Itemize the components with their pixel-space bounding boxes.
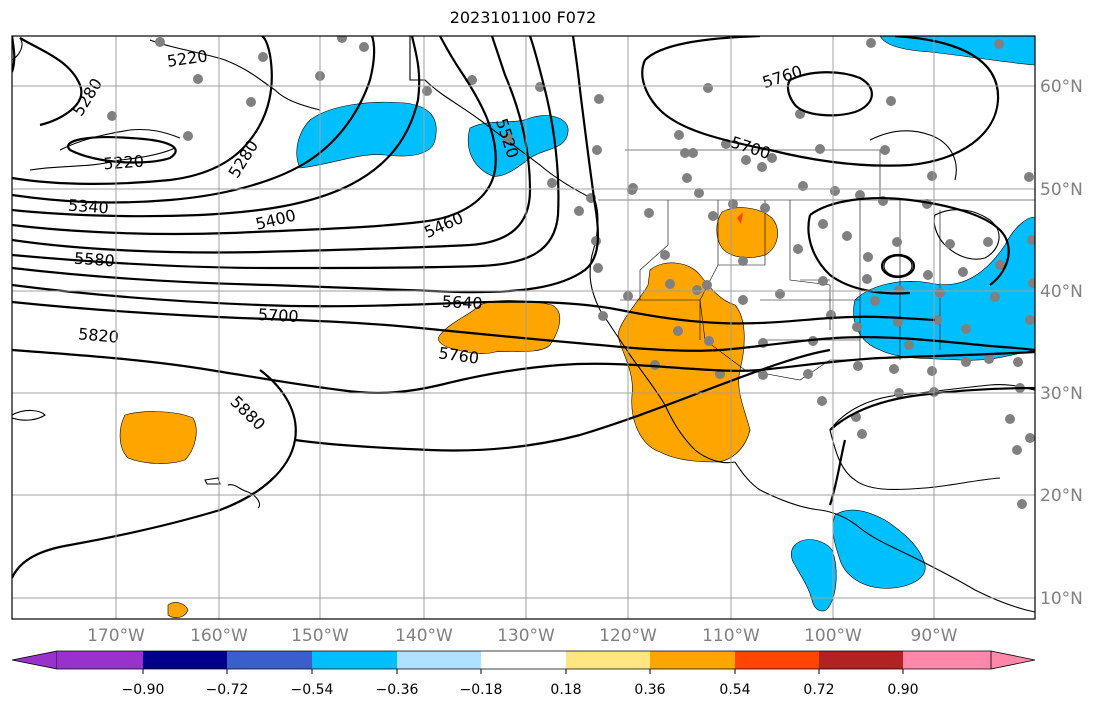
lon-tick-label: 90°W	[911, 626, 958, 646]
colorbar-segment	[312, 651, 397, 669]
colorbar-segment	[397, 651, 481, 669]
contour-label: 5580	[73, 249, 115, 271]
colorbar-tick-label: 0.90	[887, 682, 918, 698]
height-contours	[12, 36, 1035, 579]
colorbar-tick-label: −0.54	[291, 682, 334, 698]
map-frame	[11, 35, 1036, 620]
colorbar-extend-min	[11, 650, 58, 670]
colorbar-tick-label: −0.90	[122, 682, 165, 698]
lat-tick-label: 40°N	[1040, 282, 1083, 302]
positive-shading-peak	[737, 212, 743, 224]
colorbar-segment	[57, 651, 143, 669]
colorbar-segment	[566, 651, 650, 669]
lon-tick-label: 170°W	[87, 626, 145, 646]
positive-shading	[119, 207, 778, 619]
lon-tick-label: 130°W	[497, 626, 555, 646]
lon-tick-label: 100°W	[804, 626, 862, 646]
lat-tick-label: 60°N	[1040, 77, 1083, 97]
lat-tick-label: 30°N	[1040, 384, 1083, 404]
colorbar-segment	[819, 651, 903, 669]
contour-label: 5640	[441, 292, 483, 313]
latitude-labels: 60°N 50°N 40°N 30°N 20°N 10°N	[1040, 77, 1083, 609]
contour-label: 5820	[77, 324, 119, 346]
graticule	[12, 36, 1035, 619]
longitude-labels: 170°W 160°W 150°W 140°W 130°W 120°W 110°…	[87, 626, 958, 646]
colorbar: −0.90 −0.72 −0.54 −0.36 −0.18 0.18 0.36 …	[11, 650, 1036, 698]
lon-tick-label: 110°W	[702, 626, 760, 646]
lon-tick-label: 120°W	[599, 626, 657, 646]
colorbar-tick-label: 0.54	[719, 682, 750, 698]
colorbar-segment	[227, 651, 312, 669]
lat-tick-label: 20°N	[1040, 486, 1083, 506]
colorbar-extend-max	[990, 650, 1036, 670]
lon-tick-label: 140°W	[395, 626, 453, 646]
colorbar-tick-label: 0.36	[634, 682, 665, 698]
colorbar-tick-label: −0.72	[206, 682, 249, 698]
map-title: 2023101100 F072	[449, 8, 597, 27]
lat-tick-label: 50°N	[1040, 180, 1083, 200]
colorbar-segment	[903, 651, 991, 669]
contour-label: 5220	[103, 152, 145, 174]
colorbar-tick-label: 0.72	[803, 682, 834, 698]
colorbar-segment	[143, 651, 227, 669]
colorbar-tick-label: 0.18	[550, 682, 581, 698]
lon-tick-label: 150°W	[291, 626, 349, 646]
colorbar-tick-label: −0.36	[376, 682, 419, 698]
lon-tick-label: 160°W	[190, 626, 248, 646]
colorbar-segment	[650, 651, 735, 669]
contour-label: 5700	[257, 305, 299, 326]
colorbar-segment	[481, 651, 566, 669]
contour-label: 5340	[67, 196, 109, 218]
lat-tick-label: 10°N	[1040, 589, 1083, 609]
colorbar-tick-label: −0.18	[460, 682, 503, 698]
colorbar-segment	[735, 651, 819, 669]
